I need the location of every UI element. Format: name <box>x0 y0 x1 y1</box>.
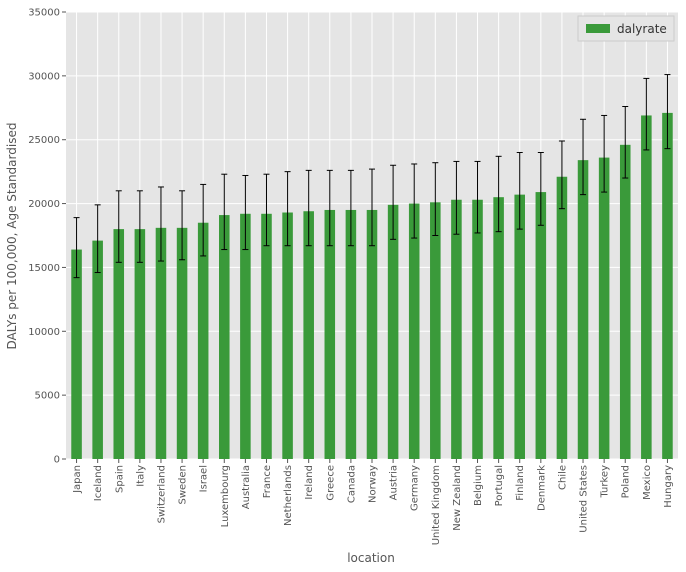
error-bars-layer <box>73 74 671 279</box>
bar-new-zealand <box>451 199 462 460</box>
bar-iceland <box>92 240 103 459</box>
x-tick-label: Denmark <box>536 465 547 511</box>
bar-netherlands <box>282 212 293 459</box>
x-tick-label: Iceland <box>93 465 104 501</box>
x-tick-label: Australia <box>241 465 252 509</box>
x-tick-label: Chile <box>557 465 568 490</box>
x-tick-label: Germany <box>410 465 421 511</box>
bar-norway <box>366 209 378 459</box>
x-tick-label: Ireland <box>304 465 315 500</box>
x-tick-label: Sweden <box>178 465 189 505</box>
bar-sweden <box>176 227 188 459</box>
x-tick-label: Finland <box>515 465 526 501</box>
bar-turkey <box>598 157 610 459</box>
y-tick-label: 25000 <box>28 135 60 146</box>
x-tick-label: Italy <box>135 465 146 487</box>
x-tick-label: New Zealand <box>452 465 463 531</box>
x-tick-labels: Japan Iceland Spain Italy Switzerland Sweden I… <box>72 459 674 545</box>
bar-japan <box>71 249 82 459</box>
x-tick-label: Canada <box>346 465 357 503</box>
y-tick-label: 20000 <box>28 199 60 210</box>
y-tick-label: 5000 <box>35 391 60 402</box>
x-tick-label: Greece <box>325 465 336 501</box>
bar-france <box>261 213 272 459</box>
bars-layer <box>71 112 673 460</box>
x-tick-label: Switzerland <box>156 465 167 523</box>
y-tick-label: 35000 <box>28 8 60 19</box>
x-tick-label: Turkey <box>600 465 611 499</box>
x-tick-label: Poland <box>621 465 632 498</box>
x-tick-label: Mexico <box>642 465 653 500</box>
x-tick-label: Belgium <box>473 465 484 506</box>
bar-mexico <box>641 115 652 459</box>
y-axis-title: DALYs per 100,000, Age Standardised <box>5 123 19 350</box>
y-tick-label: 30000 <box>28 71 60 82</box>
x-tick-label: Japan <box>72 465 83 494</box>
bar-italy <box>134 229 146 459</box>
bar-belgium <box>472 199 483 460</box>
x-tick-label: Portugal <box>494 465 505 506</box>
x-tick-label: Luxembourg <box>220 465 231 527</box>
x-axis-title: location <box>347 551 395 565</box>
x-tick-label: United States <box>579 465 590 533</box>
bar-united-states <box>577 160 589 460</box>
y-tick-label: 15000 <box>28 263 60 274</box>
bar-israel <box>197 222 209 459</box>
bar-hungary <box>662 112 673 459</box>
x-tick-label: France <box>262 465 273 498</box>
bar-united-kingdom <box>430 202 441 459</box>
bar-ireland <box>303 211 314 459</box>
bar-denmark <box>535 192 547 459</box>
x-tick-label: Norway <box>368 465 379 503</box>
x-tick-label: Netherlands <box>283 465 294 526</box>
bar-canada <box>345 209 357 459</box>
bar-austria <box>387 204 399 459</box>
legend-label-dalyrate: dalyrate <box>617 22 667 36</box>
y-tick-label: 0 <box>54 455 60 466</box>
bar-luxembourg <box>219 215 230 459</box>
bar-germany <box>408 203 420 459</box>
bar-poland <box>619 144 631 459</box>
legend: dalyrate <box>577 15 675 42</box>
bar-finland <box>514 194 525 460</box>
bar-switzerland <box>155 227 167 459</box>
bar-chile <box>556 176 568 459</box>
y-tick-label: 10000 <box>28 327 60 338</box>
x-tick-label: Spain <box>114 465 125 493</box>
x-tick-label: Israel <box>199 465 210 492</box>
bar-greece <box>324 209 336 459</box>
y-tick-labels: 0 5000 10000 15000 20000 25000 30000 35000 <box>28 8 66 466</box>
x-tick-label: Hungary <box>663 465 674 508</box>
legend-swatch-dalyrate <box>586 24 610 33</box>
bar-spain <box>113 229 125 459</box>
bar-portugal <box>493 197 504 459</box>
bar-australia <box>240 213 251 459</box>
x-tick-label: Austria <box>389 465 400 500</box>
x-tick-label: United Kingdom <box>431 465 442 545</box>
